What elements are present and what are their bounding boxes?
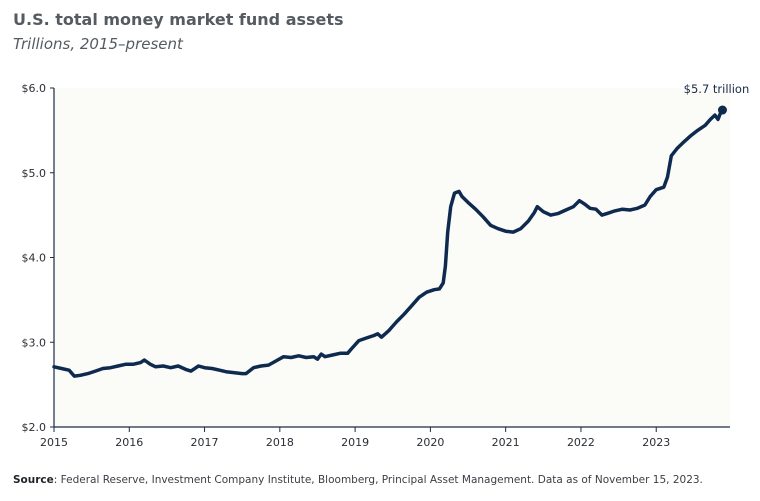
plot-area [54,88,730,427]
x-tick-label: 2022 [567,436,595,449]
y-tick-label: $3.0 [22,336,47,349]
source-note: Source: Federal Reserve, Investment Comp… [13,474,703,486]
source-text: : Federal Reserve, Investment Company In… [53,474,703,486]
x-tick-label: 2019 [341,436,369,449]
y-axis-ticks: $2.0 $3.0 $4.0 $5.0 $6.0 [22,82,54,434]
chart-title: U.S. total money market fund assets [13,10,344,29]
series-end-point [717,105,727,115]
x-tick-label: 2017 [191,436,219,449]
y-tick-label: $6.0 [22,82,47,95]
series-line-money-market-assets [52,108,725,378]
y-tick-label: $4.0 [22,252,47,265]
y-tick-label: $5.0 [22,167,47,180]
x-tick-label: 2023 [642,436,670,449]
y-tick-label: $2.0 [22,421,47,434]
annotation-latest-value: $5.7 trillion [684,82,750,96]
source-label: Source [13,474,54,486]
x-axis-ticks: 2015 2016 2017 2018 2019 2020 2021 2022 2023 [40,427,670,449]
chart-subtitle: Trillions, 2015–present [13,35,183,53]
x-tick-label: 2015 [40,436,68,449]
x-tick-label: 2021 [492,436,520,449]
x-tick-label: 2018 [266,436,294,449]
x-tick-label: 2016 [115,436,143,449]
x-tick-label: 2020 [416,436,444,449]
